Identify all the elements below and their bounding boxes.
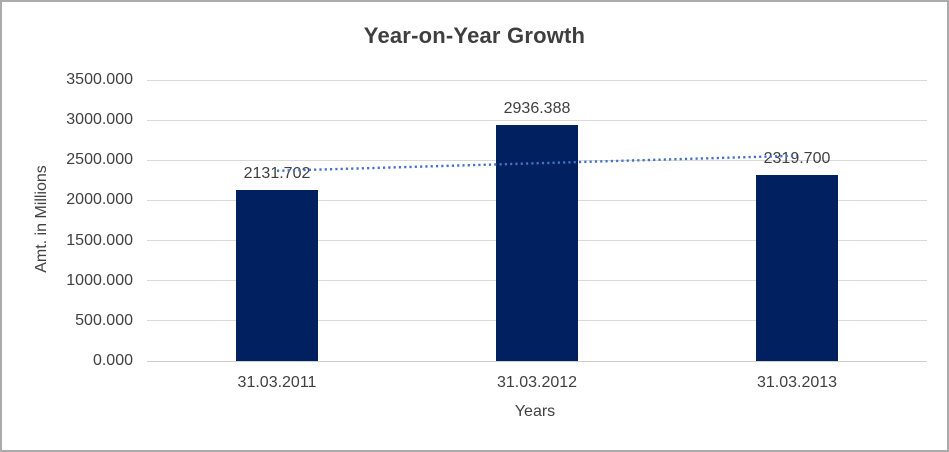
data-label: 2936.388	[503, 100, 571, 118]
chart-title: Year-on-Year Growth	[363, 23, 586, 48]
x-axis-title: Years	[514, 403, 556, 420]
y-tick-label: 2000.000	[66, 191, 133, 209]
data-label: 2319.700	[763, 149, 831, 167]
gridline	[147, 79, 927, 81]
x-tick-label: 31.03.2011	[237, 374, 317, 391]
data-label: 2131.702	[243, 164, 311, 182]
gridline	[147, 119, 927, 121]
bar	[756, 174, 838, 361]
y-tick-label: 3000.000	[66, 111, 133, 129]
y-tick-label: 1500.000	[66, 231, 133, 249]
x-tick-label: 31.03.2012	[496, 374, 578, 391]
bar	[236, 189, 318, 361]
y-tick-label: 1000.000	[66, 271, 133, 289]
y-tick-label: 3500.000	[66, 71, 133, 88]
gridline	[147, 360, 927, 362]
y-tick-label: 500.000	[75, 311, 133, 329]
x-tick-label: 31.03.2013	[756, 374, 838, 391]
y-tick-label: 2500.000	[66, 151, 133, 169]
bar	[496, 125, 578, 361]
y-tick-label: 0.000	[92, 352, 133, 369]
